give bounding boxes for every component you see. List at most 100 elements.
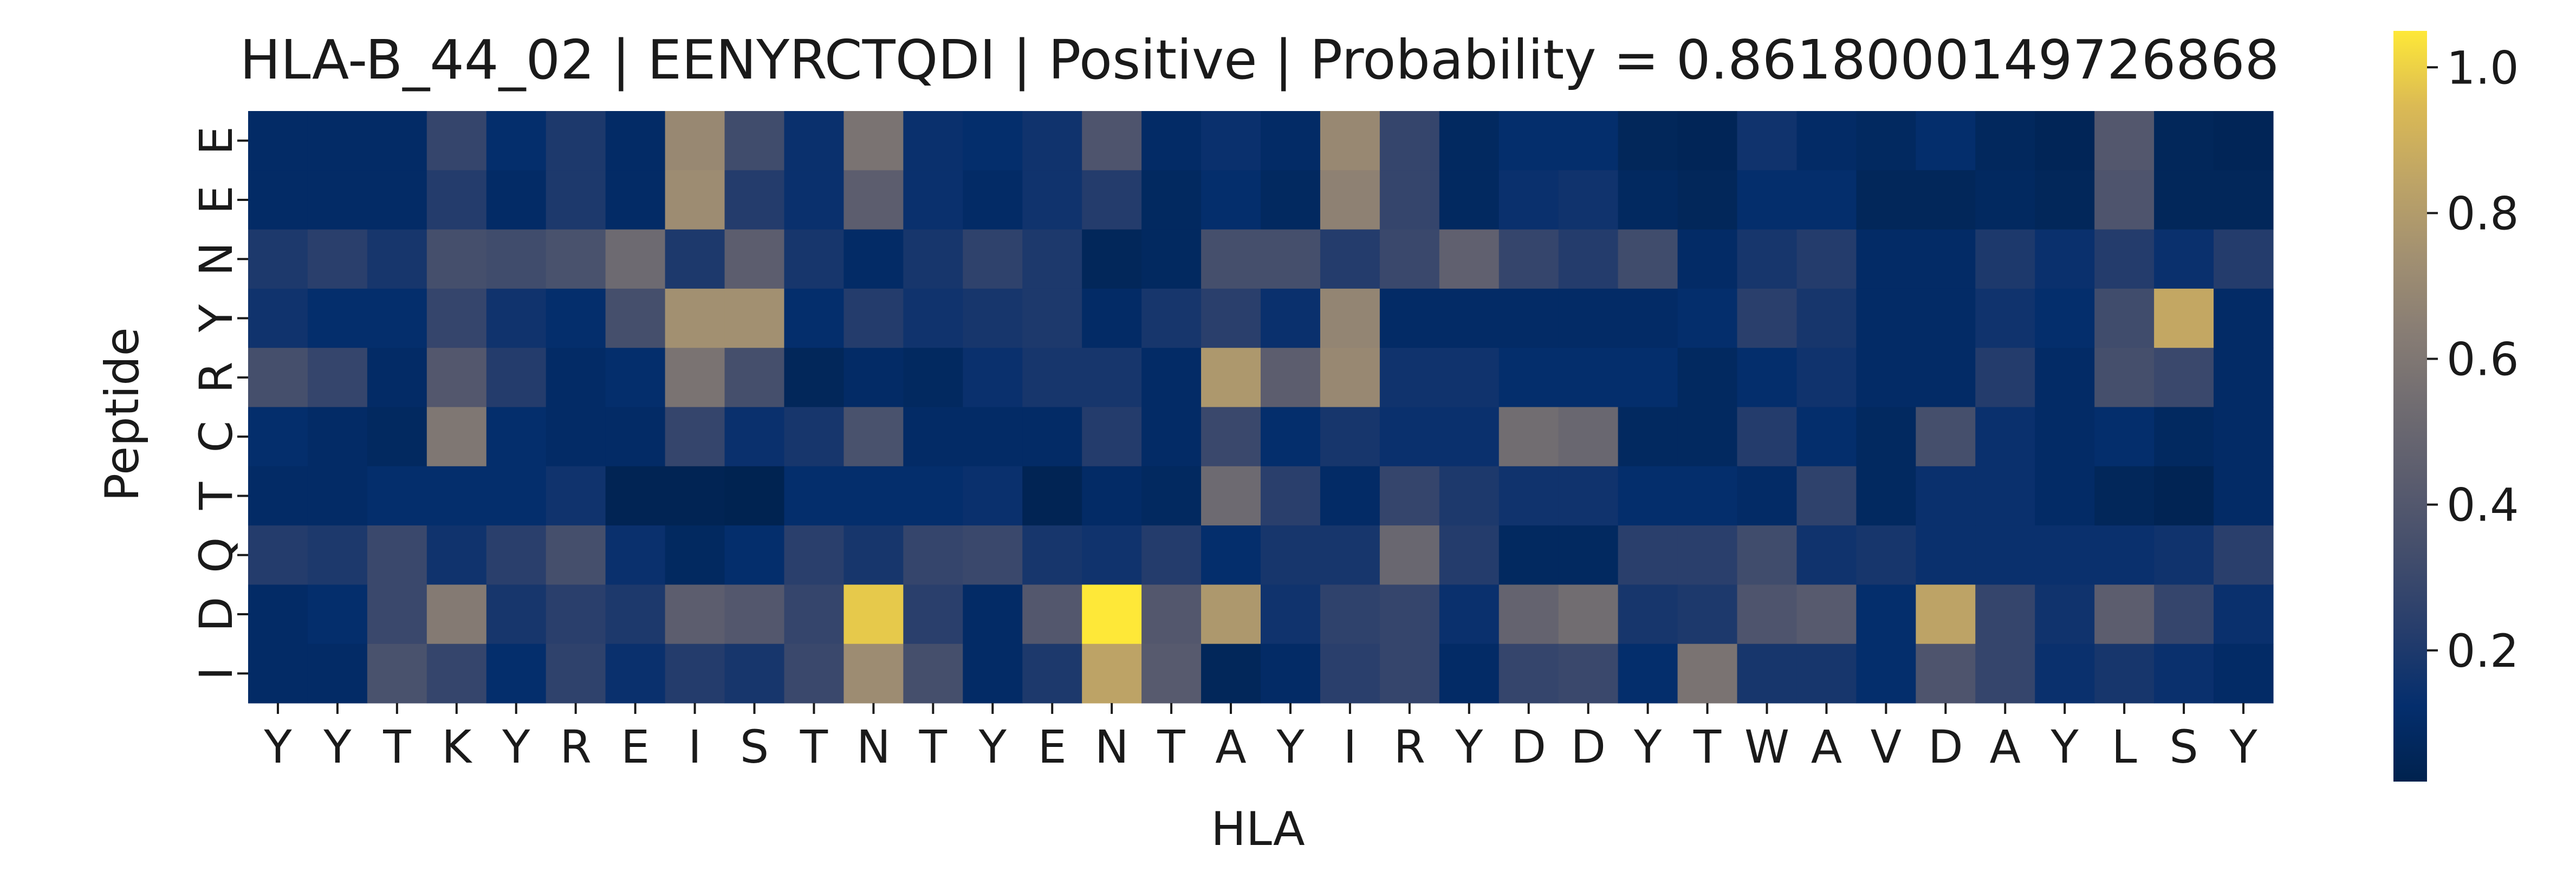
heatmap-cell: [1439, 288, 1500, 348]
heatmap-cell: [843, 643, 904, 704]
heatmap-cell: [2214, 348, 2274, 408]
heatmap-cell: [724, 584, 785, 645]
heatmap-cell: [1975, 584, 2035, 645]
heatmap-cell: [843, 525, 904, 585]
heatmap-cell: [665, 229, 725, 289]
heatmap-cell: [307, 643, 368, 704]
heatmap-cell: [1320, 466, 1380, 526]
heatmap-cell: [2035, 525, 2095, 585]
heatmap-cell: [665, 466, 725, 526]
heatmap-cell: [307, 170, 368, 230]
heatmap-cell: [1201, 584, 1261, 645]
x-tick-label: Y: [978, 720, 1007, 773]
heatmap-cell: [546, 407, 606, 467]
heatmap-cell: [1261, 111, 1321, 171]
heatmap-cell: [2214, 111, 2274, 171]
heatmap-cell: [843, 170, 904, 230]
x-tick-label: R: [560, 720, 591, 773]
y-tick-label: N: [190, 242, 243, 276]
heatmap-cell: [307, 584, 368, 645]
x-tick-label: R: [1394, 720, 1425, 773]
heatmap-cell: [1082, 584, 1142, 645]
heatmap-cell: [546, 466, 606, 526]
heatmap-cell: [903, 288, 963, 348]
heatmap-cell: [665, 407, 725, 467]
heatmap-cell: [367, 229, 427, 289]
heatmap-cell: [1558, 348, 1619, 408]
heatmap-cell: [486, 525, 547, 585]
heatmap-cell: [1677, 466, 1738, 526]
heatmap-cell: [1141, 525, 1202, 585]
colorbar-ticks: 0.2 0.4 0.6 0.8 1.0: [2427, 41, 2519, 678]
heatmap-cell: [1796, 643, 1857, 704]
heatmap-cell: [1558, 111, 1619, 171]
heatmap-cell: [724, 348, 785, 408]
heatmap-cell: [1618, 466, 1678, 526]
heatmap-cell: [724, 525, 785, 585]
heatmap-cell: [248, 643, 308, 704]
heatmap-cell: [1320, 288, 1380, 348]
heatmap-cell: [1677, 111, 1738, 171]
heatmap-cell: [1261, 466, 1321, 526]
heatmap-cell: [1796, 407, 1857, 467]
heatmap-cell: [307, 466, 368, 526]
heatmap-cell: [1320, 407, 1380, 467]
heatmap-cell: [367, 111, 427, 171]
heatmap-cell: [426, 348, 487, 408]
heatmap-cell: [1201, 348, 1261, 408]
heatmap-cell: [1261, 584, 1321, 645]
heatmap-cell: [1261, 348, 1321, 408]
heatmap-cell: [1439, 229, 1500, 289]
heatmap-cell: [843, 584, 904, 645]
heatmap-cell: [903, 348, 963, 408]
heatmap-cell: [784, 229, 845, 289]
heatmap-cell: [963, 170, 1023, 230]
heatmap-cell: [1856, 584, 1916, 645]
heatmap-cell: [2154, 584, 2214, 645]
heatmap-cell: [784, 111, 845, 171]
heatmap-cell: [1320, 525, 1380, 585]
heatmap-cell: [1677, 407, 1738, 467]
heatmap-cell: [426, 525, 487, 585]
heatmap-cell: [367, 525, 427, 585]
heatmap-cell: [1856, 170, 1916, 230]
heatmap-cell: [2094, 348, 2155, 408]
heatmap-cell: [784, 170, 845, 230]
x-tick-label: Y: [1633, 720, 1662, 773]
heatmap-cell: [2094, 288, 2155, 348]
colorbar-tick-label: 0.4: [2447, 479, 2519, 532]
heatmap-cell: [843, 407, 904, 467]
heatmap-cell: [1082, 525, 1142, 585]
heatmap-cell: [1261, 170, 1321, 230]
heatmap-cell: [963, 288, 1023, 348]
heatmap-cell: [1439, 170, 1500, 230]
heatmap-cell: [307, 288, 368, 348]
heatmap-cell: [903, 229, 963, 289]
heatmap-cell: [1737, 466, 1798, 526]
heatmap-cell: [784, 643, 845, 704]
x-tick-label: D: [1571, 720, 1606, 773]
heatmap-cell: [1379, 525, 1440, 585]
heatmap-cell: [486, 170, 547, 230]
heatmap-cell: [1022, 111, 1082, 171]
heatmap-cell: [1856, 643, 1916, 704]
heatmap-cell: [1916, 229, 1976, 289]
heatmap-cell: [1498, 525, 1559, 585]
heatmap-cell: [2214, 407, 2274, 467]
heatmap-cell: [2214, 466, 2274, 526]
heatmap-cell: [248, 584, 308, 645]
heatmap-cell: [1141, 288, 1202, 348]
y-tick-label: C: [190, 421, 243, 453]
heatmap-cell: [248, 288, 308, 348]
heatmap-cell: [605, 584, 666, 645]
heatmap-cell: [1916, 288, 1976, 348]
heatmap-cell: [2035, 170, 2095, 230]
heatmap-cell: [1022, 407, 1082, 467]
heatmap-cell: [2154, 348, 2214, 408]
heatmap-cell: [2094, 643, 2155, 704]
heatmap-cell: [1856, 407, 1916, 467]
heatmap-cell: [367, 584, 427, 645]
heatmap-cell: [2094, 584, 2155, 645]
heatmap-cell: [1498, 288, 1559, 348]
heatmap-cell: [307, 111, 368, 171]
